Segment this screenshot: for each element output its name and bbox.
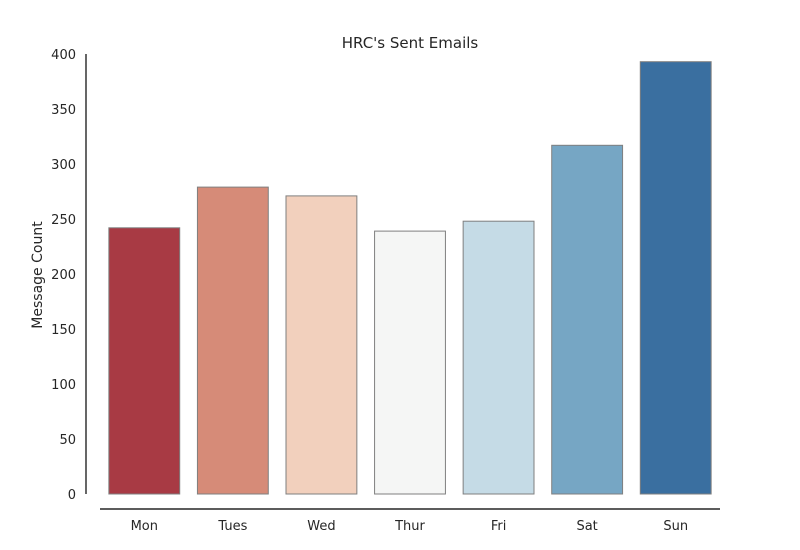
y-axis-label: Message Count bbox=[30, 221, 46, 329]
x-tick-label-thur: Thur bbox=[394, 519, 425, 534]
bar-sat bbox=[551, 144, 624, 495]
x-tick-label-wed: Wed bbox=[307, 519, 335, 534]
y-tick-label: 250 bbox=[51, 213, 76, 228]
bar-tues bbox=[196, 186, 269, 495]
x-ticks: Mon Tues Wed Thur Fri Sat Sun bbox=[131, 519, 689, 534]
y-tick-label: 0 bbox=[68, 488, 76, 503]
y-tick-label: 300 bbox=[51, 158, 76, 173]
y-tick-label: 150 bbox=[51, 323, 76, 338]
y-tick-label: 50 bbox=[59, 433, 76, 448]
x-tick-label-fri: Fri bbox=[491, 519, 507, 534]
y-tick-label: 100 bbox=[51, 378, 76, 393]
bar-thur bbox=[374, 230, 446, 495]
bars bbox=[108, 61, 712, 495]
y-tick-label: 400 bbox=[51, 48, 76, 63]
bar-wed bbox=[285, 195, 358, 495]
chart-title: HRC's Sent Emails bbox=[342, 34, 479, 52]
x-tick-label-sun: Sun bbox=[663, 519, 688, 534]
bar-mon bbox=[108, 227, 181, 495]
bar-fri bbox=[462, 220, 535, 495]
bar-sun bbox=[639, 61, 712, 495]
y-tick-label: 350 bbox=[51, 103, 76, 118]
x-tick-label-sat: Sat bbox=[576, 519, 597, 534]
y-ticks: 0 50 100 150 200 250 300 350 400 bbox=[51, 48, 76, 503]
x-tick-label-tues: Tues bbox=[217, 519, 247, 534]
x-tick-label-mon: Mon bbox=[131, 519, 158, 534]
y-tick-label: 200 bbox=[51, 268, 76, 283]
